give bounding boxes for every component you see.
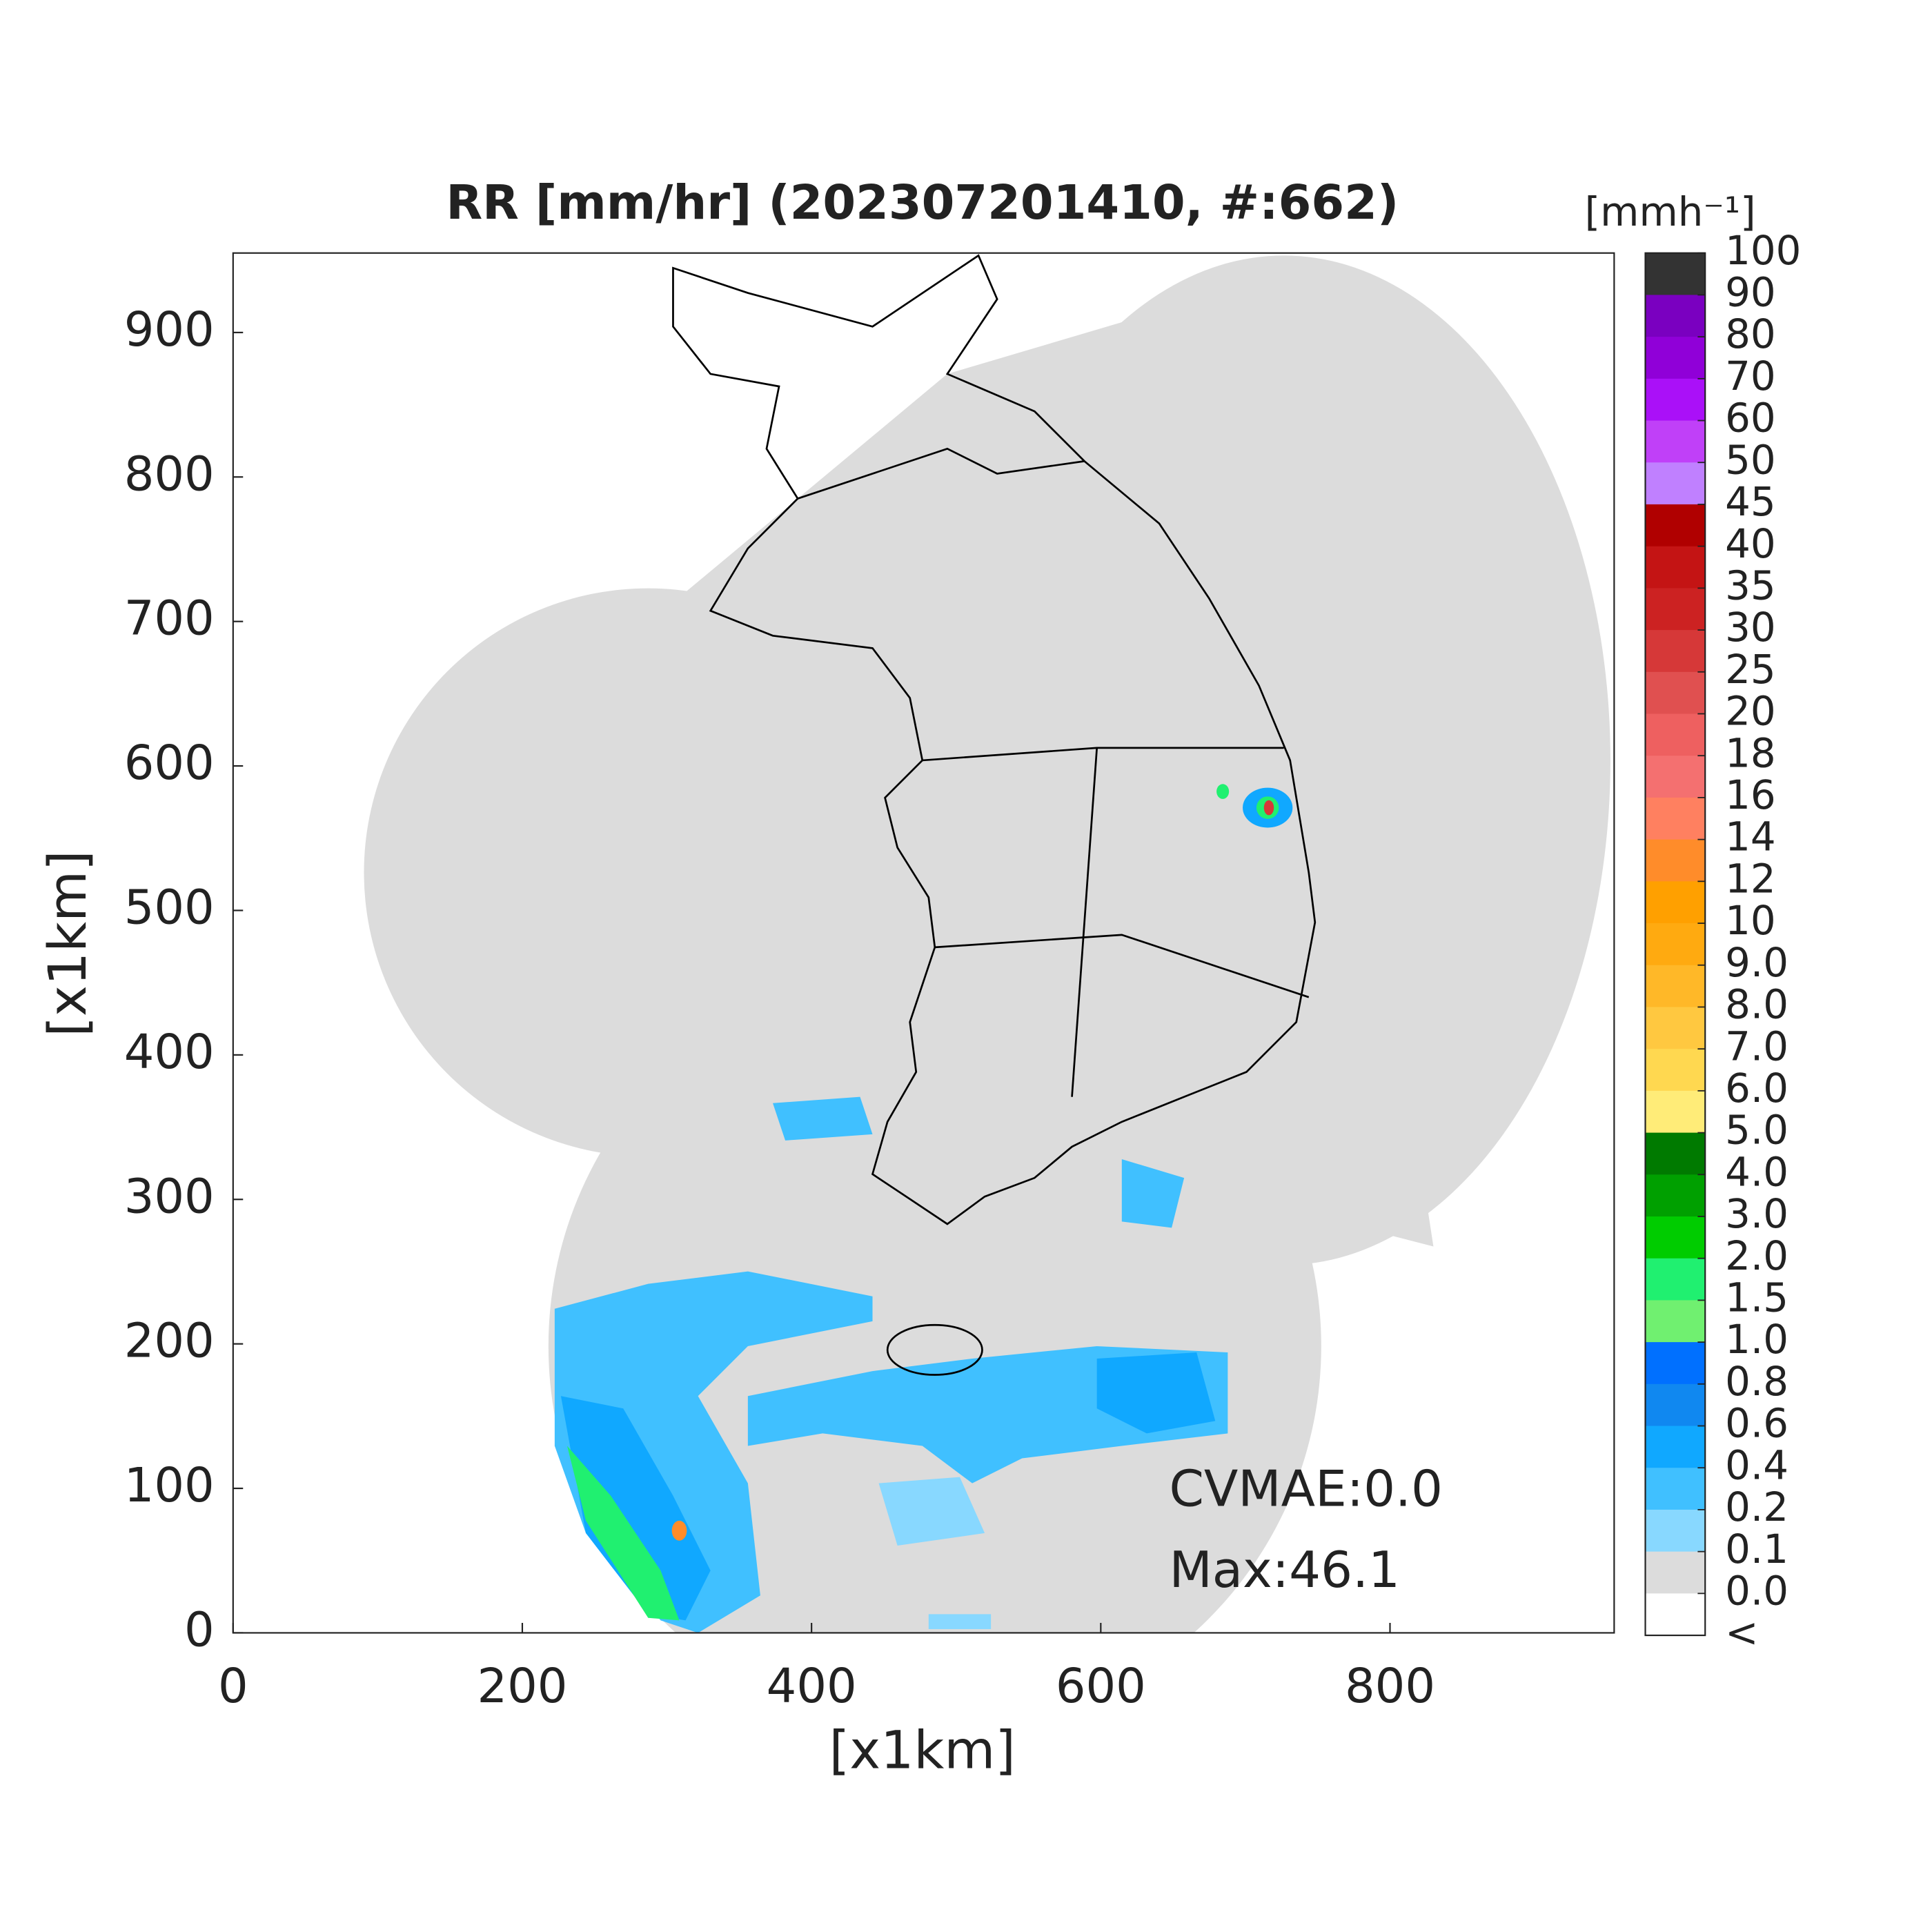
colorbar-bin xyxy=(1645,1007,1706,1050)
colorbar-tick-label: 6.0 xyxy=(1725,1065,1788,1112)
y-tick-label: 600 xyxy=(124,736,215,791)
colorbar-tick-label: 50 xyxy=(1725,436,1776,483)
colorbar-bin xyxy=(1645,839,1706,883)
radar-map xyxy=(364,254,1610,1633)
x-tick-label: 400 xyxy=(767,1659,857,1714)
colorbar-under-label: < xyxy=(1725,1609,1758,1656)
colorbar-bin xyxy=(1645,295,1706,338)
colorbar-bin xyxy=(1645,756,1706,798)
annotation: CVMAE:0.0 xyxy=(1169,1460,1443,1518)
colorbar-bin xyxy=(1645,630,1706,673)
colorbar-bin xyxy=(1645,253,1706,296)
colorbar-tick-label: 25 xyxy=(1725,646,1776,693)
colorbar-tick-label: 14 xyxy=(1725,814,1776,860)
colorbar-bin xyxy=(1645,1174,1706,1217)
colorbar-tick-label: 7.0 xyxy=(1725,1023,1788,1070)
colorbar-tick-label: 35 xyxy=(1725,562,1776,609)
colorbar-bin xyxy=(1645,1049,1706,1092)
colorbar-tick-label: 0.4 xyxy=(1725,1441,1788,1488)
y-tick-label: 500 xyxy=(124,880,215,935)
colorbar-tick-label: 40 xyxy=(1725,520,1776,567)
colorbar-bin xyxy=(1645,1216,1706,1259)
x-axis-label: [x1km] xyxy=(829,1720,1016,1781)
y-tick-label: 100 xyxy=(124,1458,215,1513)
colorbar-tick-label: 0.0 xyxy=(1725,1567,1788,1614)
colorbar-bin xyxy=(1645,965,1706,1008)
x-tick-label: 0 xyxy=(218,1659,248,1714)
x-tick-label: 600 xyxy=(1056,1659,1146,1714)
colorbar-bin xyxy=(1645,671,1706,715)
colorbar-tick-label: 1.0 xyxy=(1725,1316,1788,1363)
colorbar-bin xyxy=(1645,420,1706,464)
chart-title: RR [mm/hr] (202307201410, #:662) xyxy=(446,175,1399,230)
colorbar-bin xyxy=(1645,337,1706,379)
y-tick-label: 0 xyxy=(184,1602,215,1657)
colorbar-tick-label: 2.0 xyxy=(1725,1232,1788,1279)
y-tick-label: 200 xyxy=(124,1314,215,1369)
colorbar-bin xyxy=(1645,1468,1706,1510)
colorbar-bin xyxy=(1645,378,1706,422)
colorbar-tick-label: 45 xyxy=(1725,478,1776,525)
colorbar-bin xyxy=(1645,1090,1706,1134)
colorbar-bin xyxy=(1645,462,1706,505)
colorbar-tick-label: 1.5 xyxy=(1725,1274,1788,1321)
colorbar-tick-label: 5.0 xyxy=(1725,1107,1788,1154)
colorbar-bin xyxy=(1645,881,1706,924)
colorbar-bin xyxy=(1645,504,1706,547)
colorbar-bin xyxy=(1645,1300,1706,1343)
colorbar-bin xyxy=(1645,1132,1706,1176)
x-tick-label: 200 xyxy=(477,1659,567,1714)
colorbar-tick-label: 60 xyxy=(1725,395,1776,442)
coastline xyxy=(672,254,1317,1376)
rain-patches xyxy=(554,784,1293,1633)
colorbar-bin xyxy=(1645,923,1706,966)
colorbar-tick-label: 70 xyxy=(1725,353,1776,400)
colorbar-tick-label: 16 xyxy=(1725,771,1776,818)
colorbar-tick-label: 30 xyxy=(1725,604,1776,651)
colorbar-bin xyxy=(1645,546,1706,589)
colorbar-bin xyxy=(1645,713,1706,757)
colorbar-bin xyxy=(1645,588,1706,631)
colorbar-bin xyxy=(1645,1383,1706,1427)
colorbar-bin xyxy=(1645,1426,1706,1469)
annotation: Max:46.1 xyxy=(1169,1541,1400,1599)
colorbar-tick-label: 4.0 xyxy=(1725,1148,1788,1195)
y-tick-label: 700 xyxy=(124,591,215,647)
y-tick-label: 300 xyxy=(124,1169,215,1224)
colorbar-bin xyxy=(1645,1551,1706,1595)
colorbar-bin xyxy=(1645,797,1706,840)
y-tick-label: 400 xyxy=(124,1025,215,1080)
colorbar-tick-label: 9.0 xyxy=(1725,939,1788,986)
colorbar-tick-label: 90 xyxy=(1725,269,1776,316)
y-tick-label: 900 xyxy=(124,302,215,357)
colorbar-tick-label: 0.8 xyxy=(1725,1358,1788,1405)
colorbar-frame xyxy=(1644,252,1706,1637)
colorbar-under-bin xyxy=(1645,1593,1706,1636)
y-axis-label: [x1km] xyxy=(37,850,98,1036)
colorbar-tick-label: 10 xyxy=(1725,897,1776,944)
colorbar-tick-label: 3.0 xyxy=(1725,1190,1788,1237)
y-tick-label: 800 xyxy=(124,446,215,502)
colorbar-tick-label: 8.0 xyxy=(1725,981,1788,1028)
radar-coverage xyxy=(364,255,1610,1633)
colorbar-tick-label: 0.6 xyxy=(1725,1400,1788,1447)
plot-frame xyxy=(232,252,1615,1634)
colorbar-tick-label: 0.1 xyxy=(1725,1526,1788,1573)
colorbar-tick-label: 100 xyxy=(1725,227,1801,274)
colorbar-tick-label: 18 xyxy=(1725,729,1776,776)
x-tick-label: 800 xyxy=(1345,1659,1435,1714)
colorbar-tick-label: 20 xyxy=(1725,688,1776,735)
colorbar-bin xyxy=(1645,1509,1706,1552)
colorbar-tick-label: 12 xyxy=(1725,855,1776,902)
colorbar-bin xyxy=(1645,1342,1706,1385)
colorbar-tick-label: 80 xyxy=(1725,310,1776,357)
colorbar-label: [mmh⁻¹] xyxy=(1585,188,1756,235)
colorbar-bin xyxy=(1645,1258,1706,1301)
colorbar-tick-label: 0.2 xyxy=(1725,1483,1788,1530)
